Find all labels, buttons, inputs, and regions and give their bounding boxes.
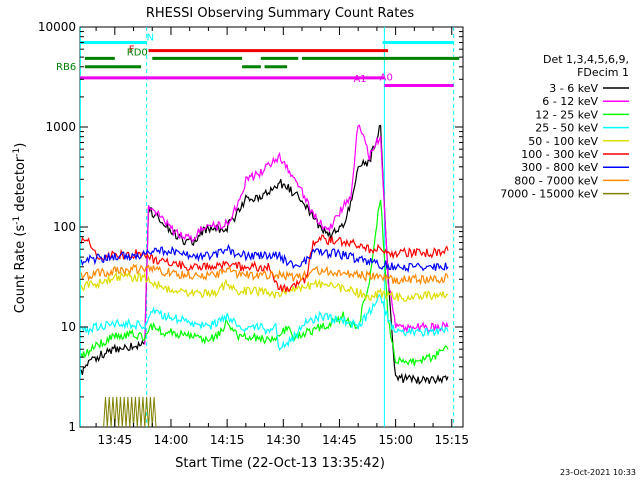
series-line-7000-15000-kev — [103, 396, 157, 428]
x-axis-label: Start Time (22-Oct-13 13:35:42) — [175, 456, 385, 471]
y-tick-label: 10000 — [38, 20, 76, 34]
flag-label-a0: A0 — [380, 73, 393, 84]
legend-header: Det 1,3,4,5,6,9, — [543, 53, 629, 66]
timestamp: 23-Oct-2021 10:33 — [560, 468, 636, 477]
x-tick-label: 15:00 — [378, 433, 413, 447]
series-line-800-7000-kev — [80, 263, 449, 286]
legend-label: 3 - 6 keV — [549, 82, 598, 95]
x-tick-label: 14:15 — [210, 433, 245, 447]
flag-label-n: N — [147, 32, 154, 43]
legend-label: 100 - 300 keV — [521, 148, 598, 161]
legend-label: 800 - 7000 keV — [514, 174, 598, 187]
y-tick-label: 1 — [68, 420, 76, 434]
series-layer — [80, 124, 449, 428]
series-line-25-50-kev — [80, 293, 449, 352]
series-line-100-300-kev — [80, 234, 449, 293]
y-tick-label: 1000 — [45, 120, 76, 134]
series-line-300-800-kev — [80, 243, 449, 273]
legend-label: 25 - 50 keV — [535, 122, 598, 135]
x-tick-label: 15:15 — [434, 433, 469, 447]
chart-title: RHESSI Observing Summary Count Rates — [146, 6, 415, 21]
y-tick-label: 10 — [61, 320, 76, 334]
legend-label: 6 - 12 keV — [542, 95, 598, 108]
x-tick-label: 14:30 — [266, 433, 301, 447]
flag-label-rb6: RB6 — [56, 62, 76, 73]
x-tick-label: 13:45 — [98, 433, 133, 447]
x-tick-label: 14:45 — [322, 433, 357, 447]
y-tick-label: 100 — [53, 220, 76, 234]
series-line-50-100-kev — [80, 271, 449, 302]
flag-label-a1: A1 — [353, 74, 366, 85]
legend-label: 7000 - 15000 keV — [500, 188, 598, 201]
x-tick-label: 14:00 — [154, 433, 189, 447]
legend-label: 300 - 800 keV — [521, 161, 598, 174]
flag-label-rd0: RD0 — [127, 47, 148, 58]
legend-label: 50 - 100 keV — [528, 135, 598, 148]
y-axis-label: Count Rate (s-1 detector-1) — [12, 143, 28, 314]
axes-layer: 13:45 14:00 14:15 14:30 14:45 15:00 15:15 1 10 10… — [38, 20, 469, 447]
flag-label-f: F — [129, 45, 135, 56]
series-line-6-12-kev — [144, 124, 449, 345]
legend-label: 12 - 25 keV — [535, 108, 598, 121]
legend-header: FDecim 1 — [577, 66, 629, 79]
